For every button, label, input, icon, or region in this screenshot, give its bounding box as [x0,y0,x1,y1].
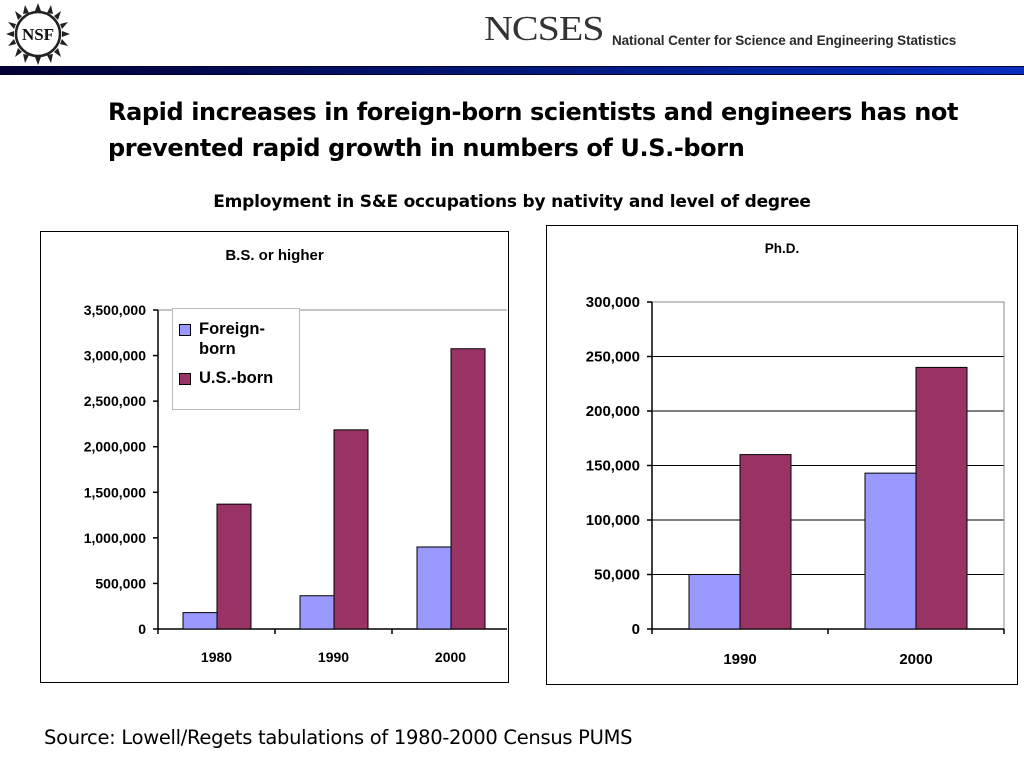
y-tick-label: 0 [632,621,640,638]
header-divider-gradient [0,67,1024,74]
y-tick-label: 2,500,000 [84,393,146,409]
y-tick-label: 300,000 [586,294,640,311]
x-tick-label: 1990 [723,651,756,668]
chart-legend: Foreign-born U.S.-born [172,308,300,410]
x-tick-label: 2000 [899,651,932,668]
bar-us-born-1990 [333,429,369,630]
bar-us-born-1990 [739,454,792,630]
y-tick-label: 500,000 [95,575,146,591]
y-tick-label: 100,000 [586,512,640,529]
slide-headline: Rapid increases in foreign-born scientis… [108,98,959,162]
x-tick-label: 1990 [318,649,349,665]
y-tick-label: 0 [138,621,146,637]
chart-panel-phd: Ph.D. 0 50,000 100,000 150,000 200,000 250,00… [546,225,1018,685]
bar-foreign-born-1990 [688,574,741,630]
legend-label: Foreign-born [199,320,265,358]
nsf-logo-text: NSF [22,25,54,44]
y-tick-label: 200,000 [586,403,640,420]
slide-subtitle: Employment in S&E occupations by nativit… [213,192,811,212]
nsf-logo: NSF [6,3,70,65]
y-tick-label: 50,000 [594,567,640,584]
bar-foreign-born-2000 [416,546,452,630]
chart-plot: 0 500,000 1,000,000 1,500,000 2,000,000 2,500… [84,302,507,665]
y-tick-label: 250,000 [586,349,640,366]
ncses-full-name: National Center for Science and Engineer… [612,33,957,48]
x-tick-label: 2000 [435,649,466,665]
source-note: Source: Lowell/Regets tabulations of 198… [44,726,633,749]
legend-swatch-us-born [179,373,191,385]
bar-foreign-born-1980 [182,612,218,630]
y-tick-label: 150,000 [586,458,640,475]
ncses-wordmark: NCSES [484,9,604,48]
header: NSF NCSES National Center for Science an… [0,0,1024,66]
chart-title: B.S. or higher [225,247,324,264]
y-tick-label: 1,000,000 [84,530,146,546]
bar-us-born-2000 [450,348,486,630]
chart-title: Ph.D. [764,241,800,256]
y-tick-label: 3,500,000 [84,302,146,318]
legend-swatch-foreign-born [179,324,191,336]
chart-plot: 0 50,000 100,000 150,000 200,000 250,000 300,0… [586,294,1005,668]
x-tick-label: 1980 [201,649,232,665]
bar-foreign-born-2000 [864,472,917,630]
bar-us-born-1980 [216,503,252,630]
bar-foreign-born-1990 [299,595,335,630]
chart-panel-bs: B.S. or higher 0 500,000 1,000,000 1,500,00… [40,231,509,683]
y-tick-label: 1,500,000 [84,484,146,500]
bar-us-born-2000 [915,366,968,630]
legend-label: U.S.-born [199,369,274,387]
y-tick-label: 2,000,000 [84,439,146,455]
y-tick-label: 3,000,000 [84,348,146,364]
